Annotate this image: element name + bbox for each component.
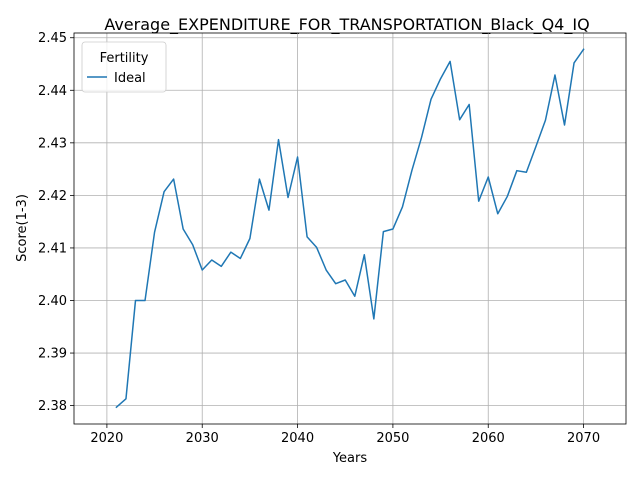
y-tick-label: 2.41 — [38, 241, 67, 256]
y-tick-label: 2.43 — [38, 136, 67, 151]
y-tick-label: 2.45 — [38, 31, 67, 46]
y-axis-ticks: 2.38 2.39 2.40 2.41 2.42 2.43 2.44 2.45 — [38, 31, 74, 414]
y-tick-label: 2.39 — [38, 347, 67, 362]
x-tick-label: 2030 — [186, 431, 219, 446]
y-tick-label: 2.38 — [38, 399, 67, 414]
y-tick-label: 2.44 — [38, 84, 67, 99]
x-gridlines — [106, 33, 584, 424]
chart-title: Average_EXPENDITURE_FOR_TRANSPORTATION_B… — [104, 15, 589, 35]
x-tick-label: 2070 — [567, 431, 600, 446]
x-axis-ticks: 2020 2030 2040 2050 2060 2070 — [90, 424, 600, 446]
y-tick-label: 2.40 — [38, 294, 67, 309]
x-tick-label: 2040 — [281, 431, 314, 446]
y-axis-title: Score(1-3) — [15, 194, 30, 262]
x-axis-title: Years — [332, 451, 368, 466]
series-line-ideal — [115, 48, 585, 409]
plot-frame — [73, 32, 627, 425]
x-tick-label: 2050 — [376, 431, 409, 446]
x-tick-label: 2020 — [90, 431, 123, 446]
legend-label-ideal: Ideal — [114, 71, 146, 86]
legend: Fertility Ideal — [81, 41, 167, 93]
legend-title: Fertility — [100, 51, 149, 66]
y-gridlines — [74, 37, 626, 407]
y-tick-label: 2.42 — [38, 189, 67, 204]
legend-box — [81, 41, 167, 93]
x-tick-label: 2060 — [472, 431, 505, 446]
series-layer — [115, 48, 585, 409]
